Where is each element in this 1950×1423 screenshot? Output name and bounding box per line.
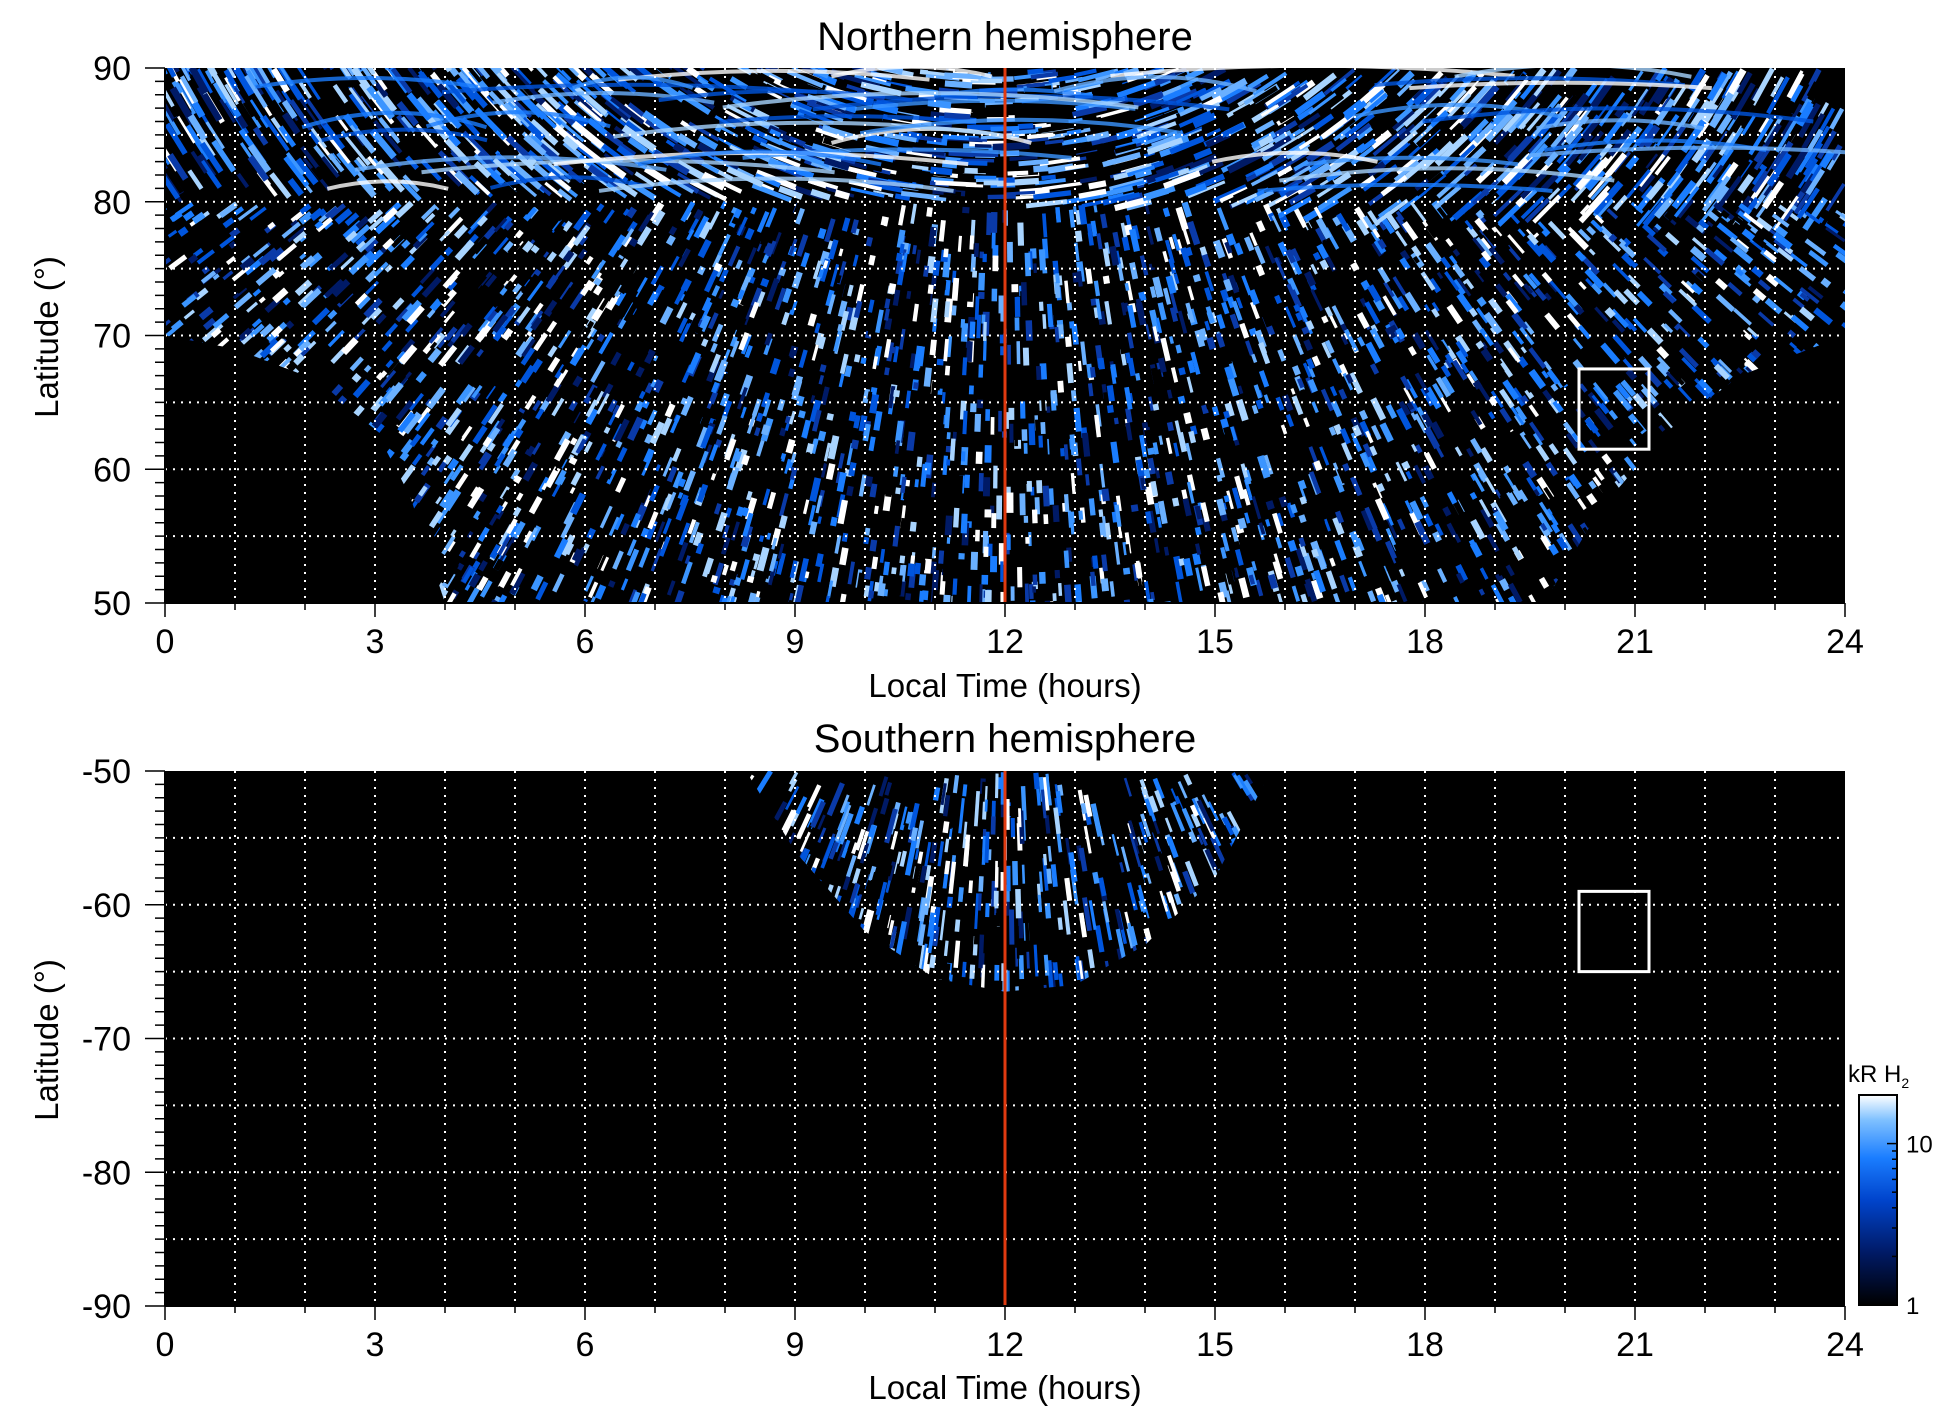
- colorbar-tick-label: 1: [1906, 1293, 1919, 1320]
- x-tick-label: 6: [576, 623, 595, 661]
- y-axis-label: Latitude (°): [28, 256, 65, 418]
- x-tick-label: 18: [1406, 623, 1444, 661]
- x-tick-label: 12: [986, 1326, 1024, 1364]
- x-tick-label: 24: [1826, 623, 1864, 661]
- highlight-box: [1577, 367, 1651, 451]
- y-tick-label: -70: [82, 1021, 131, 1059]
- highlight-box: [1577, 889, 1651, 974]
- panel-southern-hemisphere: Southern hemisphere -50 -60 -70 -80 -90 0 3 6 9 1…: [28, 717, 1864, 1406]
- x-tick-label: 15: [1196, 623, 1234, 661]
- intensity-map: [165, 68, 1845, 603]
- x-axis-label: Local Time (hours): [868, 667, 1141, 704]
- y-tick-label: 90: [93, 50, 131, 88]
- panel-title: Northern hemisphere: [817, 15, 1193, 59]
- colorbar-title: kR H2: [1848, 1061, 1909, 1091]
- y-tick-label: -50: [82, 753, 131, 791]
- plot-area: -50 -60 -70 -80 -90 0 3 6 9 12 15 18 21 24: [82, 753, 1864, 1364]
- x-tick-label: 9: [786, 623, 805, 661]
- y-axis-label: Latitude (°): [28, 959, 65, 1121]
- x-tick-label: 9: [786, 1326, 805, 1364]
- x-tick-label: 21: [1616, 623, 1654, 661]
- colorbar-ticks: 1 10: [1887, 1094, 1933, 1320]
- panel-northern-hemisphere: Northern hemisphere 50 60 70 80 90 0 3 6 9 12 15 18…: [28, 15, 1864, 704]
- x-tick-label: 3: [366, 623, 385, 661]
- panel-title: Southern hemisphere: [814, 717, 1196, 761]
- y-tick-label: -60: [82, 887, 131, 925]
- colorbar-gradient: [1858, 1094, 1898, 1306]
- x-tick-label: 18: [1406, 1326, 1444, 1364]
- y-tick-label: -90: [82, 1288, 131, 1326]
- x-tick-label: 24: [1826, 1326, 1864, 1364]
- x-tick-label: 6: [576, 1326, 595, 1364]
- plot-area: 50 60 70 80 90 0 3 6 9 12 15 18 21 24: [93, 50, 1864, 661]
- y-tick-label: 60: [93, 451, 131, 489]
- x-tick-label: 0: [156, 1326, 175, 1364]
- y-tick-label: 80: [93, 184, 131, 222]
- x-tick-label: 15: [1196, 1326, 1234, 1364]
- x-tick-label: 12: [986, 623, 1024, 661]
- y-tick-label: -80: [82, 1154, 131, 1192]
- x-axis-label: Local Time (hours): [868, 1369, 1141, 1406]
- x-tick-label: 3: [366, 1326, 385, 1364]
- x-tick-label: 0: [156, 623, 175, 661]
- x-tick-label: 21: [1616, 1326, 1654, 1364]
- y-tick-label: 50: [93, 585, 131, 623]
- colorbar: kR H2 1 10: [1848, 1061, 1933, 1320]
- colorbar-tick-label: 10: [1906, 1132, 1933, 1159]
- y-tick-label: 70: [93, 318, 131, 356]
